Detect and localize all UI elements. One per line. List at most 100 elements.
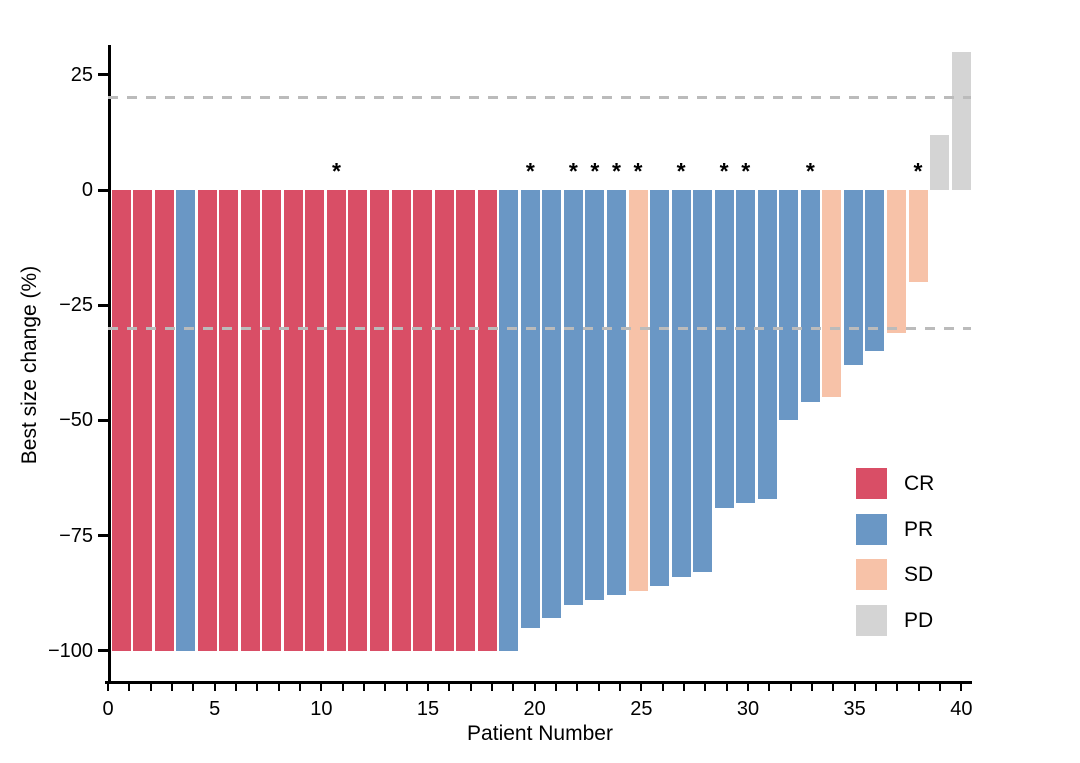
asterisk-marker: *: [719, 158, 729, 185]
y-tick-mark: [98, 303, 108, 307]
x-tick-label: 35: [843, 698, 866, 720]
bar-patient-17-cr: [456, 190, 476, 651]
bar-patient-26-pr: [650, 190, 670, 587]
bar-patient-35-pr: [843, 190, 863, 366]
x-tick-mark: [277, 684, 280, 691]
x-tick-mark: [683, 684, 685, 691]
x-tick-mark: [725, 684, 728, 691]
y-axis-title: Best size change (%): [18, 265, 41, 465]
bar-patient-30-pr: [736, 190, 756, 504]
bar-patient-5-cr: [197, 190, 217, 651]
x-tick-mark: [939, 684, 941, 691]
x-tick-mark: [789, 684, 792, 691]
y-tick-label: −100: [48, 639, 94, 662]
legend-label: PR: [904, 517, 934, 541]
y-tick-label: −25: [59, 294, 93, 317]
bar-patient-21-pr: [542, 190, 562, 619]
x-tick-mark: [811, 684, 813, 691]
y-tick-mark: [98, 188, 108, 192]
x-tick-mark: [341, 684, 344, 691]
asterisk-marker: *: [805, 158, 815, 185]
y-tick-label: −50: [59, 409, 93, 432]
bar-patient-38-sd: [908, 190, 928, 283]
x-tick-mark: [405, 684, 408, 691]
bar-patient-29-pr: [714, 190, 734, 508]
x-tick-mark: [363, 684, 365, 691]
x-tick-mark: [661, 684, 664, 691]
x-tick-mark: [619, 684, 621, 691]
x-tick-mark: [427, 684, 429, 691]
bar-patient-14-cr: [391, 190, 411, 651]
x-tick-mark: [640, 684, 643, 691]
bar-patient-8-cr: [262, 190, 282, 651]
legend-swatch-pr: [856, 513, 887, 545]
x-tick-mark: [512, 684, 515, 691]
x-tick-mark: [960, 684, 963, 691]
x-tick-mark: [448, 684, 451, 691]
x-tick-mark: [256, 684, 259, 691]
bar-patient-13-cr: [370, 190, 390, 651]
x-tick-mark: [576, 684, 579, 691]
bar-patient-37-sd: [886, 190, 906, 333]
legend-label: PD: [904, 608, 934, 632]
bar-patient-33-pr: [800, 190, 820, 402]
asterisk-marker: *: [676, 158, 686, 185]
x-tick-mark: [704, 684, 707, 691]
bar-patient-32-pr: [779, 190, 799, 421]
bar-patient-39-pd: [930, 134, 950, 191]
bar-patient-3-cr: [154, 190, 174, 651]
bar-patient-6-cr: [219, 190, 239, 651]
bar-patient-36-pr: [865, 190, 885, 352]
bar-patient-25-sd: [628, 190, 648, 591]
x-tick-mark: [896, 684, 899, 691]
x-tick-mark: [235, 684, 237, 691]
x-tick-label: 20: [523, 698, 546, 720]
asterisk-marker: *: [633, 158, 643, 185]
x-tick-mark: [597, 684, 600, 691]
x-tick-mark: [149, 684, 152, 691]
y-axis-line: [108, 45, 111, 683]
x-tick-mark: [107, 684, 109, 691]
asterisk-marker: *: [568, 158, 578, 185]
bar-patient-27-pr: [671, 190, 691, 578]
x-tick-mark: [171, 684, 173, 691]
x-tick-mark: [533, 684, 536, 691]
y-tick-label: −75: [59, 524, 93, 547]
x-tick-mark: [299, 684, 301, 691]
y-tick-mark: [98, 73, 108, 77]
legend-swatch-sd: [856, 559, 887, 590]
x-axis-title: Patient Number: [467, 722, 613, 745]
asterisk-marker: *: [331, 158, 341, 185]
y-tick-label: 25: [70, 63, 93, 86]
x-tick-mark: [192, 684, 195, 691]
x-tick-label: 25: [630, 698, 653, 720]
asterisk-marker: *: [525, 158, 535, 185]
x-tick-label: 5: [209, 698, 221, 720]
x-tick-mark: [213, 684, 216, 691]
bar-patient-28-pr: [693, 190, 713, 573]
x-tick-mark: [555, 684, 557, 691]
x-tick-label: 40: [950, 698, 973, 720]
x-tick-mark: [875, 684, 877, 691]
bar-patient-4-pr: [176, 190, 196, 651]
y-tick-mark: [98, 418, 108, 422]
threshold-line--30: [108, 326, 971, 330]
legend-label: SD: [904, 563, 934, 586]
x-tick-mark: [747, 684, 749, 691]
x-tick-label: 10: [310, 698, 333, 720]
bar-patient-2-cr: [133, 190, 153, 651]
bar-patient-16-cr: [434, 190, 454, 651]
plot-area: 25 0 −25 −50 −75 −100 0 5 10 15 20 25 30 35 40 * * * * * * * *…: [48, 45, 972, 720]
bar-patient-24-pr: [606, 190, 626, 596]
asterisk-marker: *: [741, 158, 751, 185]
bar-patient-40-pd: [951, 51, 971, 191]
bar-patient-1-cr: [111, 190, 131, 651]
x-tick-mark: [917, 684, 920, 691]
bar-patient-22-pr: [563, 190, 583, 605]
x-tick-label: 0: [102, 698, 114, 720]
y-tick-label: 0: [81, 179, 93, 202]
bar-patient-18-cr: [477, 190, 497, 651]
x-tick-mark: [384, 684, 387, 691]
bar-patient-23-pr: [585, 190, 605, 601]
